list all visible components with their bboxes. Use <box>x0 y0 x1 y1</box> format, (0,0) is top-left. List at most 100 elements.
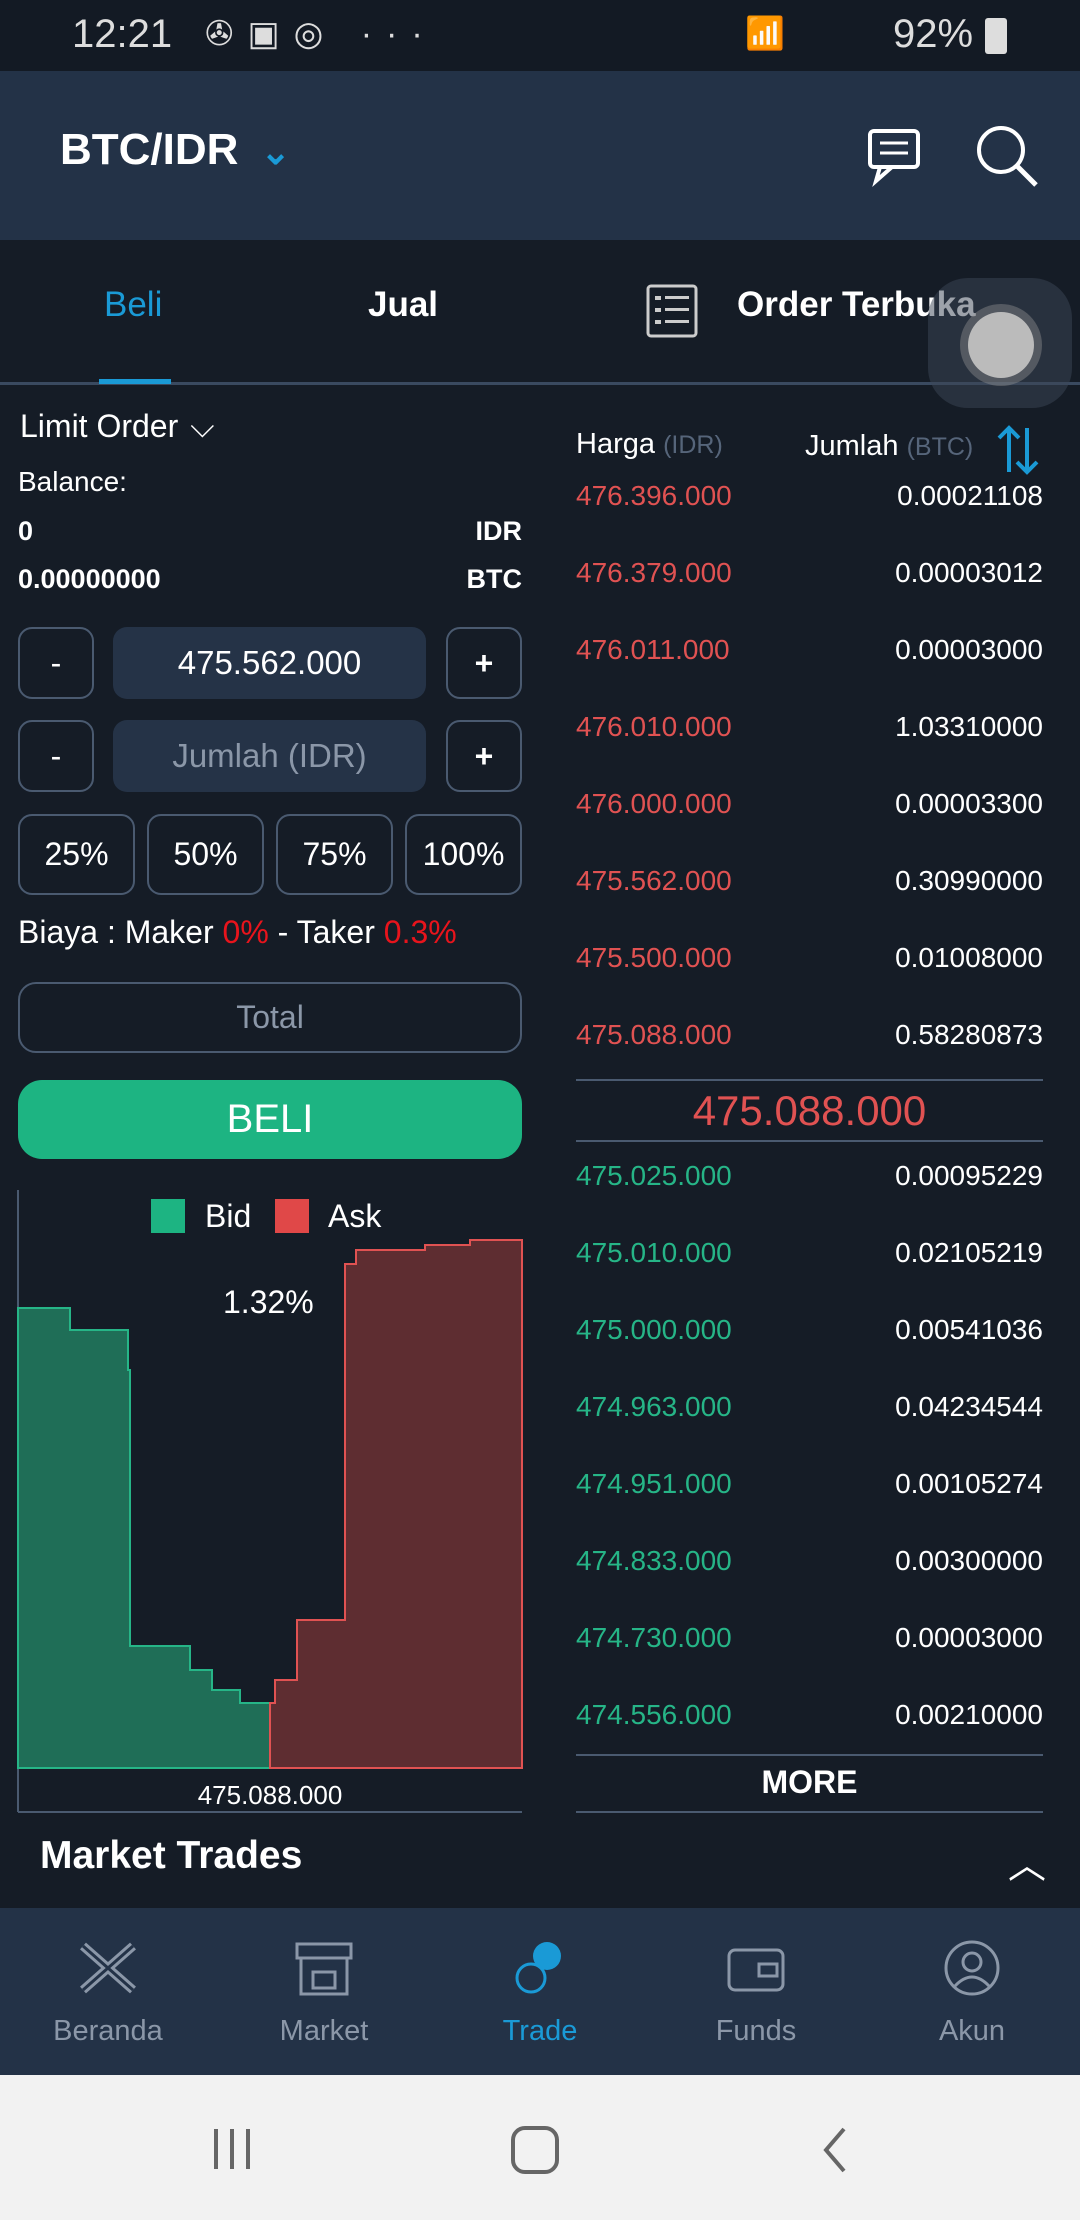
chevron-down-icon: ⌵ <box>190 408 215 444</box>
percent-75-button[interactable]: 75% <box>276 814 393 895</box>
chevron-down-icon: ⌄ <box>260 131 291 172</box>
order-price: 475.088.000 <box>576 1019 732 1050</box>
fee-separator: - Taker <box>268 914 384 950</box>
nav-funds[interactable]: Funds <box>648 1908 864 2075</box>
total-input[interactable]: Total <box>18 982 522 1053</box>
balance-idr-unit: IDR <box>475 516 523 546</box>
depth-chart <box>17 1190 523 1813</box>
floating-assistive-button[interactable] <box>928 278 1072 408</box>
bid-row[interactable]: 474.833.000 0.00300000 <box>576 1545 1043 1585</box>
order-amount: 0.00003000 <box>895 634 1043 665</box>
trade-exchange-icon <box>515 1942 561 1994</box>
ask-row[interactable]: 476.010.000 1.03310000 <box>576 711 1043 751</box>
nav-akun[interactable]: Akun <box>864 1908 1080 2075</box>
ask-row[interactable]: 475.562.000 0.30990000 <box>576 865 1043 905</box>
tab-jual[interactable]: Jual <box>368 285 439 324</box>
ask-row[interactable]: 476.396.000 0.00021108 <box>576 480 1043 520</box>
percent-100-button[interactable]: 100% <box>405 814 522 895</box>
nav-trade[interactable]: Trade <box>432 1908 648 2075</box>
percent-25-button[interactable]: 25% <box>18 814 135 895</box>
amount-column-header: Jumlah (BTC) <box>805 430 973 463</box>
bid-row[interactable]: 475.025.000 0.00095229 <box>576 1160 1043 1200</box>
order-price: 476.010.000 <box>576 711 732 742</box>
store-icon <box>295 1942 353 1996</box>
signal-icon: 📶 <box>745 15 785 51</box>
system-nav-bar <box>0 2075 1080 2220</box>
account-icon <box>944 1940 1000 1996</box>
taker-fee: 0.3% <box>383 914 457 950</box>
bid-row[interactable]: 475.000.000 0.00541036 <box>576 1314 1043 1354</box>
pair-label: BTC/IDR <box>60 125 239 174</box>
order-price: 475.000.000 <box>576 1314 732 1345</box>
ask-legend-swatch <box>275 1199 309 1233</box>
bid-row[interactable]: 474.951.000 0.00105274 <box>576 1468 1043 1508</box>
back-icon[interactable] <box>820 2125 850 2175</box>
tab-beli[interactable]: Beli <box>104 285 163 324</box>
order-amount: 0.58280873 <box>895 1019 1043 1050</box>
maker-fee: 0% <box>222 914 269 950</box>
swap-sort-icon[interactable] <box>995 424 1041 476</box>
order-price: 476.379.000 <box>576 557 732 588</box>
price-increase-button[interactable]: + <box>446 627 522 699</box>
balance-idr-value: 0 <box>18 516 34 546</box>
ask-row[interactable]: 475.088.000 0.58280873 <box>576 1019 1043 1059</box>
amount-increase-button[interactable]: + <box>446 720 522 792</box>
ask-depth-area <box>269 1239 523 1769</box>
ask-row[interactable]: 476.000.000 0.00003300 <box>576 788 1043 828</box>
order-price: 476.011.000 <box>576 634 730 665</box>
order-amount: 0.00003000 <box>895 1622 1043 1653</box>
order-amount: 0.02105219 <box>895 1237 1043 1268</box>
bid-row[interactable]: 474.963.000 0.04234544 <box>576 1391 1043 1431</box>
chat-icon[interactable] <box>866 127 930 187</box>
app-header: BTC/IDR ⌄ <box>0 71 1080 240</box>
amount-decrease-button[interactable]: - <box>18 720 94 792</box>
ask-row[interactable]: 475.500.000 0.01008000 <box>576 942 1043 982</box>
bid-legend-label: Bid <box>205 1198 252 1234</box>
bid-depth-area <box>17 1307 271 1769</box>
amount-unit: (BTC) <box>906 433 974 461</box>
chevron-up-icon[interactable]: ︿ <box>1008 1845 1047 1887</box>
search-icon[interactable] <box>974 123 1040 189</box>
nav-label: Trade <box>502 2015 578 2047</box>
price-decrease-button[interactable]: - <box>18 627 94 699</box>
order-amount: 0.00095229 <box>895 1160 1043 1191</box>
order-price: 475.010.000 <box>576 1237 732 1268</box>
order-price: 474.833.000 <box>576 1545 732 1576</box>
status-bar: 12:21 ✇▣◎ ··· 📶 92% <box>0 0 1080 71</box>
amount-input[interactable]: Jumlah (IDR) <box>113 720 426 792</box>
order-amount: 0.00541036 <box>895 1314 1043 1345</box>
fee-info: Biaya : Maker 0% - Taker 0.3% <box>18 914 457 951</box>
order-type-dropdown[interactable]: Limit Order ⌵ <box>20 408 215 446</box>
bid-row[interactable]: 474.730.000 0.00003000 <box>576 1622 1043 1662</box>
price-unit: (IDR) <box>663 431 723 459</box>
price-header: Harga <box>576 428 655 460</box>
order-amount: 1.03310000 <box>895 711 1043 742</box>
order-amount: 0.01008000 <box>895 942 1043 973</box>
balance-btc-value: 0.00000000 <box>18 564 161 594</box>
order-price: 474.556.000 <box>576 1699 732 1730</box>
recent-apps-icon[interactable] <box>210 2127 254 2171</box>
bid-row[interactable]: 475.010.000 0.02105219 <box>576 1237 1043 1277</box>
more-button[interactable]: MORE <box>576 1754 1043 1813</box>
wallet-icon <box>727 1948 785 1992</box>
nav-market[interactable]: Market <box>216 1908 432 2075</box>
spread-percent: 1.32% <box>223 1284 314 1320</box>
price-input[interactable]: 475.562.000 <box>113 627 426 699</box>
ask-row[interactable]: 476.011.000 0.00003000 <box>576 634 1043 674</box>
bid-row[interactable]: 474.556.000 0.00210000 <box>576 1699 1043 1739</box>
bottom-nav: Beranda Market Trade Funds Akun <box>0 1908 1080 2075</box>
percent-50-button[interactable]: 50% <box>147 814 264 895</box>
home-icon[interactable] <box>510 2125 560 2175</box>
home-x-icon <box>80 1942 136 1994</box>
order-price: 475.500.000 <box>576 942 732 973</box>
price-column-header: Harga (IDR) <box>576 428 723 461</box>
ask-row[interactable]: 476.379.000 0.00003012 <box>576 557 1043 597</box>
pair-selector[interactable]: BTC/IDR ⌄ <box>60 125 291 175</box>
order-amount: 0.00003300 <box>895 788 1043 819</box>
ask-legend-label: Ask <box>328 1198 382 1234</box>
nav-beranda[interactable]: Beranda <box>0 1908 216 2075</box>
active-tab-indicator <box>99 379 171 384</box>
balance-btc-unit: BTC <box>466 564 523 594</box>
buy-button[interactable]: BELI <box>18 1080 522 1159</box>
order-amount: 0.00021108 <box>897 480 1043 511</box>
